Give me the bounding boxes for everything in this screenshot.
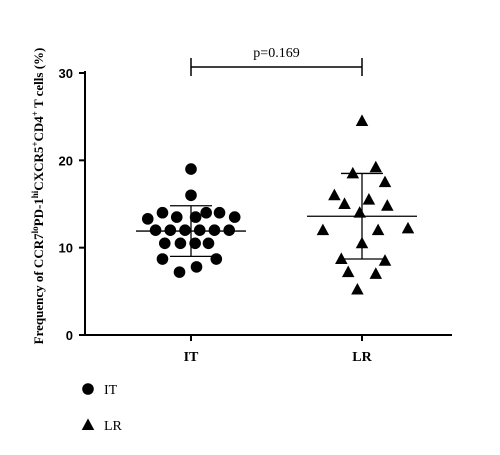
y-axis-title-part: Frequency of CCR7 [31, 233, 46, 344]
y-tick-label: 20 [59, 153, 73, 168]
data-point-LR [351, 282, 364, 295]
significance-bracket: p=0.169 [190, 46, 363, 76]
x-categories: IT LR [184, 335, 373, 365]
x-category-label: IT [184, 350, 199, 365]
data-point-IT [141, 213, 154, 225]
data-point-IT [213, 206, 226, 219]
data-point-IT [228, 211, 241, 223]
data-point-LR [369, 160, 383, 173]
data-point-LR [401, 221, 415, 234]
data-point-IT [149, 224, 162, 236]
y-axis-title-superscript: + [30, 111, 40, 116]
data-point-IT [156, 253, 169, 265]
data-point-LR [338, 197, 351, 209]
y-tick-label: 0 [66, 328, 73, 343]
y-axis-title-superscript: + [30, 141, 40, 146]
data-point-LR [346, 166, 360, 179]
data-point-IT [208, 224, 221, 236]
data-point-LR [335, 252, 348, 264]
data-point-IT [200, 206, 212, 219]
data-point-IT [189, 211, 202, 223]
data-point-IT [164, 224, 177, 236]
data-point-IT [179, 224, 191, 236]
data-point-IT [210, 253, 223, 265]
data-point-LR [341, 265, 355, 278]
y-axis-title-part: CD4 [31, 116, 46, 142]
data-point-IT [189, 237, 201, 250]
data-point-LR [362, 193, 376, 205]
y-axis-label: Frequency of CCR7loPD-1hiCXCR5+CD4+ T ce… [30, 48, 46, 345]
legend-marker-LR [81, 418, 95, 430]
y-axis-title-part: T cells (%) [31, 48, 46, 111]
y-tick-label: 30 [59, 66, 73, 81]
data-point-IT [202, 237, 215, 250]
data-point-LR [378, 254, 392, 266]
data-point-LR [353, 206, 366, 218]
data-point-LR [381, 199, 394, 211]
data-point-IT [190, 261, 203, 273]
p-value-label: p=0.169 [253, 46, 299, 61]
data-point-LR [355, 114, 369, 126]
y-axis-title-part: PD-1 [31, 198, 46, 226]
data-point-LR [355, 236, 369, 249]
y-axis-title: Frequency of CCR7loPD-1hiCXCR5+CD4+ T ce… [30, 48, 46, 345]
data-point-LR [328, 188, 341, 201]
data-point-IT [173, 266, 186, 278]
data-point-IT [185, 163, 197, 175]
data-point-IT [223, 224, 235, 236]
legend-label: IT [104, 383, 118, 398]
y-axis-title-superscript: hi [30, 190, 40, 198]
data-point-IT [193, 224, 206, 236]
legend-label: LR [104, 419, 123, 434]
data-points [141, 114, 415, 295]
data-point-LR [369, 267, 383, 279]
axes [84, 71, 452, 336]
data-point-IT [170, 211, 183, 223]
y-ticks: 0 10 20 30 [59, 66, 85, 343]
data-point-IT [174, 237, 187, 250]
data-point-IT [156, 206, 169, 219]
y-axis-title-superscript: lo [30, 226, 40, 234]
legend: IT LR [81, 383, 123, 434]
data-point-IT [185, 189, 197, 202]
data-point-LR [378, 175, 392, 188]
x-category-label: LR [352, 350, 372, 365]
data-point-IT [158, 237, 171, 250]
data-point-LR [371, 223, 385, 236]
y-axis-title-part: CXCR5 [31, 146, 46, 191]
data-point-LR [316, 223, 330, 236]
legend-marker-IT [82, 383, 94, 395]
y-tick-label: 10 [59, 241, 73, 256]
